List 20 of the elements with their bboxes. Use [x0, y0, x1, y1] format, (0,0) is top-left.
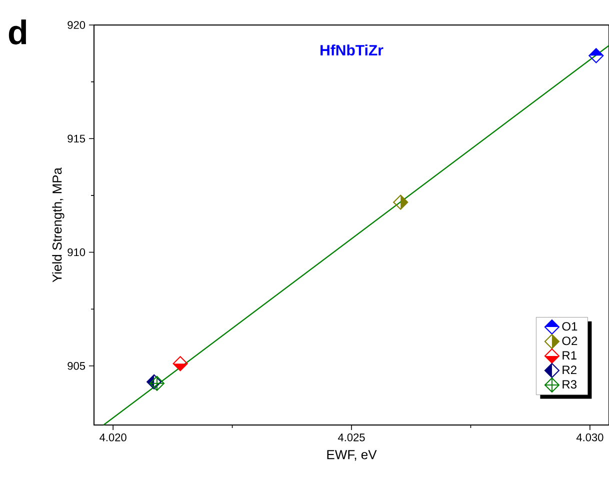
x-tick-label: 4.020 — [100, 434, 126, 442]
point — [588, 48, 604, 64]
legend-label: R3 — [562, 380, 576, 389]
y-tick-label: 915 — [68, 134, 86, 143]
y-tick-label: 905 — [68, 362, 86, 370]
legend-label: R2 — [562, 366, 576, 374]
point — [392, 194, 408, 210]
legend-label: O1 — [562, 322, 578, 331]
legend-label: R1 — [562, 351, 576, 360]
x-axis-title: EWF, eV — [327, 450, 377, 461]
text: HfNbTiZr — [320, 44, 384, 56]
y-tick-label: 910 — [68, 248, 86, 256]
y-axis-title: Yield Strength, MPa — [52, 167, 64, 282]
y-tick-label: 920 — [68, 21, 86, 29]
x-tick-label: 4.025 — [338, 434, 365, 442]
x-tick-label: 4.030 — [576, 434, 604, 442]
point — [172, 356, 188, 372]
legend-label: O2 — [562, 336, 578, 346]
point — [149, 376, 165, 392]
text: d — [8, 20, 26, 44]
